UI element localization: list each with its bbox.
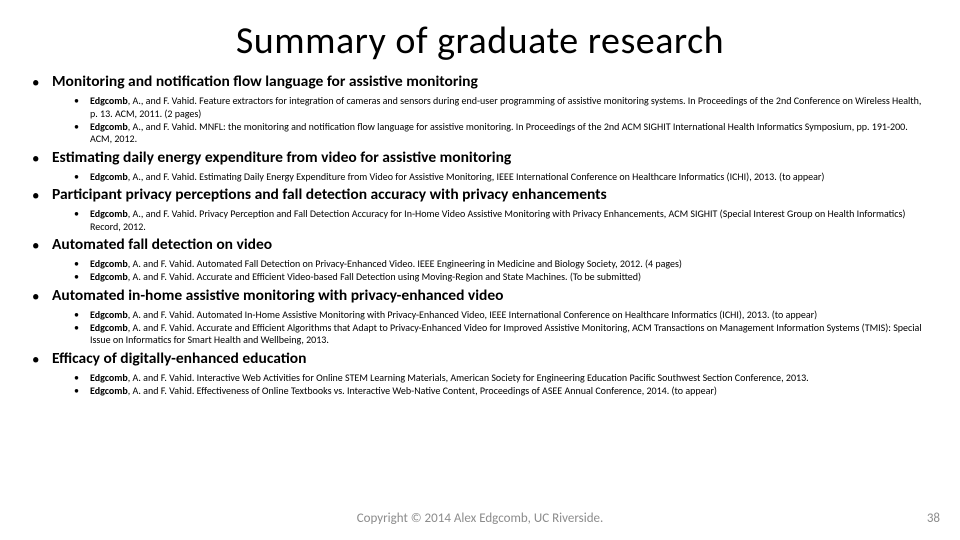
section-heading-row: •Monitoring and notification flow langua… xyxy=(30,72,936,94)
slide: Summary of graduate research •Monitoring… xyxy=(0,0,960,540)
bullet-icon: • xyxy=(30,349,52,371)
bullet-icon: • xyxy=(30,286,52,308)
publication-author: Edgcomb xyxy=(90,270,128,283)
bullet-icon: • xyxy=(74,372,90,385)
publication-list: •Edgcomb, A. and F. Vahid. Automated In-… xyxy=(30,309,936,347)
publication-citation: , A. and F. Vahid. Effectiveness of Onli… xyxy=(128,384,717,397)
publication-citation: , A., and F. Vahid. Feature extractors f… xyxy=(90,94,921,120)
section: •Automated fall detection on video•Edgco… xyxy=(30,235,936,284)
publication-item: •Edgcomb, A., and F. Vahid. MNFL: the mo… xyxy=(74,121,936,146)
section: •Participant privacy perceptions and fal… xyxy=(30,185,936,233)
section-heading: Participant privacy perceptions and fall… xyxy=(52,185,607,205)
publication-text: Edgcomb, A., and F. Vahid. Feature extra… xyxy=(90,95,936,120)
publication-text: Edgcomb, A. and F. Vahid. Interactive We… xyxy=(90,372,936,385)
section-heading-row: •Efficacy of digitally-enhanced educatio… xyxy=(30,349,936,371)
publication-text: Edgcomb, A. and F. Vahid. Effectiveness … xyxy=(90,385,936,398)
publication-item: •Edgcomb, A., and F. Vahid. Privacy Perc… xyxy=(74,208,936,233)
publication-author: Edgcomb xyxy=(90,308,128,321)
section-heading: Estimating daily energy expenditure from… xyxy=(52,148,511,168)
publication-item: •Edgcomb, A. and F. Vahid. Automated In-… xyxy=(74,309,936,322)
publication-item: •Edgcomb, A. and F. Vahid. Accurate and … xyxy=(74,271,936,284)
publication-text: Edgcomb, A. and F. Vahid. Accurate and E… xyxy=(90,271,936,284)
bullet-icon: • xyxy=(74,121,90,134)
publication-citation: , A. and F. Vahid. Automated Fall Detect… xyxy=(128,257,682,270)
section-heading: Automated in-home assistive monitoring w… xyxy=(52,286,504,306)
publication-citation: , A., and F. Vahid. Estimating Daily Ene… xyxy=(128,170,825,183)
section: •Estimating daily energy expenditure fro… xyxy=(30,148,936,184)
publication-text: Edgcomb, A. and F. Vahid. Accurate and E… xyxy=(90,322,936,347)
bullet-icon: • xyxy=(30,148,52,170)
page-number: 38 xyxy=(927,511,940,526)
publication-author: Edgcomb xyxy=(90,94,128,107)
publication-item: •Edgcomb, A., and F. Vahid. Feature extr… xyxy=(74,95,936,120)
bullet-icon: • xyxy=(74,171,90,184)
publication-text: Edgcomb, A. and F. Vahid. Automated In-H… xyxy=(90,309,936,322)
bullet-icon: • xyxy=(30,235,52,257)
publication-item: •Edgcomb, A. and F. Vahid. Accurate and … xyxy=(74,322,936,347)
slide-title: Summary of graduate research xyxy=(24,18,936,64)
bullet-icon: • xyxy=(74,95,90,108)
publication-text: Edgcomb, A. and F. Vahid. Automated Fall… xyxy=(90,258,936,271)
publication-list: •Edgcomb, A. and F. Vahid. Interactive W… xyxy=(30,372,936,398)
publication-citation: , A., and F. Vahid. Privacy Perception a… xyxy=(90,207,905,233)
publication-item: •Edgcomb, A. and F. Vahid. Automated Fal… xyxy=(74,258,936,271)
publication-list: •Edgcomb, A., and F. Vahid. Privacy Perc… xyxy=(30,208,936,233)
publication-author: Edgcomb xyxy=(90,321,128,334)
section: •Monitoring and notification flow langua… xyxy=(30,72,936,146)
bullet-icon: • xyxy=(74,271,90,284)
publication-citation: , A. and F. Vahid. Interactive Web Activ… xyxy=(128,371,809,384)
publication-list: •Edgcomb, A., and F. Vahid. Estimating D… xyxy=(30,171,936,184)
section-heading: Monitoring and notification flow languag… xyxy=(52,72,478,92)
section-heading-row: •Estimating daily energy expenditure fro… xyxy=(30,148,936,170)
publication-item: •Edgcomb, A. and F. Vahid. Interactive W… xyxy=(74,372,936,385)
publication-author: Edgcomb xyxy=(90,257,128,270)
publication-item: •Edgcomb, A., and F. Vahid. Estimating D… xyxy=(74,171,936,184)
publication-text: Edgcomb, A., and F. Vahid. Estimating Da… xyxy=(90,171,936,184)
bullet-icon: • xyxy=(74,385,90,398)
publication-text: Edgcomb, A., and F. Vahid. MNFL: the mon… xyxy=(90,121,936,146)
bullet-icon: • xyxy=(74,258,90,271)
bullet-icon: • xyxy=(74,309,90,322)
publication-author: Edgcomb xyxy=(90,207,128,220)
content-area: •Monitoring and notification flow langua… xyxy=(24,72,936,397)
section-heading: Efficacy of digitally-enhanced education xyxy=(52,349,306,369)
publication-citation: , A. and F. Vahid. Accurate and Efficien… xyxy=(128,270,641,283)
publication-author: Edgcomb xyxy=(90,120,128,133)
publication-citation: , A. and F. Vahid. Accurate and Efficien… xyxy=(90,321,922,347)
publication-author: Edgcomb xyxy=(90,371,128,384)
publication-citation: , A. and F. Vahid. Automated In-Home Ass… xyxy=(128,308,817,321)
publication-list: •Edgcomb, A., and F. Vahid. Feature extr… xyxy=(30,95,936,146)
publication-list: •Edgcomb, A. and F. Vahid. Automated Fal… xyxy=(30,258,936,284)
section-heading-row: •Automated in-home assistive monitoring … xyxy=(30,286,936,308)
bullet-icon: • xyxy=(74,208,90,221)
bullet-icon: • xyxy=(30,185,52,207)
copyright-footer: Copyright © 2014 Alex Edgcomb, UC Rivers… xyxy=(0,511,960,526)
publication-citation: , A., and F. Vahid. MNFL: the monitoring… xyxy=(90,120,908,146)
publication-author: Edgcomb xyxy=(90,384,128,397)
section-heading-row: •Participant privacy perceptions and fal… xyxy=(30,185,936,207)
publication-item: •Edgcomb, A. and F. Vahid. Effectiveness… xyxy=(74,385,936,398)
publication-text: Edgcomb, A., and F. Vahid. Privacy Perce… xyxy=(90,208,936,233)
section-heading-row: •Automated fall detection on video xyxy=(30,235,936,257)
bullet-icon: • xyxy=(74,322,90,335)
section-heading: Automated fall detection on video xyxy=(52,235,272,255)
section: •Automated in-home assistive monitoring … xyxy=(30,286,936,347)
bullet-icon: • xyxy=(30,72,52,94)
section: •Efficacy of digitally-enhanced educatio… xyxy=(30,349,936,398)
publication-author: Edgcomb xyxy=(90,170,128,183)
